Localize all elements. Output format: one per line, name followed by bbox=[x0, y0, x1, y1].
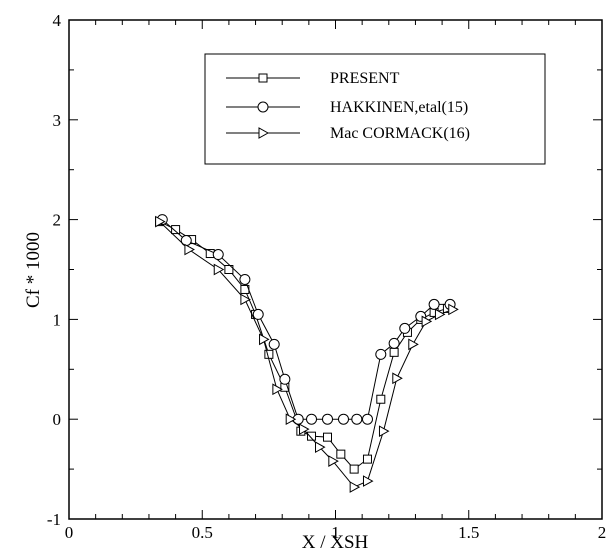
data-point bbox=[323, 432, 333, 442]
y-tick-label: 4 bbox=[53, 11, 62, 30]
x-tick-label: 2 bbox=[598, 523, 607, 542]
data-point bbox=[239, 273, 251, 285]
data-point bbox=[428, 298, 440, 310]
y-tick-label: 0 bbox=[53, 410, 62, 429]
y-tick-label: 2 bbox=[53, 211, 62, 230]
data-point bbox=[171, 225, 181, 235]
legend-label: PRESENT bbox=[330, 70, 400, 87]
data-point bbox=[375, 348, 387, 360]
x-axis-title: X / XSH bbox=[302, 532, 369, 552]
data-point bbox=[299, 423, 310, 436]
data-point bbox=[268, 338, 280, 350]
data-point bbox=[307, 431, 317, 441]
data-point bbox=[224, 265, 234, 274]
data-point bbox=[362, 475, 374, 487]
legend-marker bbox=[257, 101, 269, 113]
x-tick-label: 0 bbox=[65, 523, 74, 542]
data-point bbox=[252, 308, 264, 320]
data-point bbox=[448, 303, 459, 316]
x-tick-label: 1.5 bbox=[458, 523, 479, 542]
data-point bbox=[272, 383, 283, 396]
series-2 bbox=[156, 214, 456, 425]
data-point bbox=[351, 413, 363, 425]
data-point bbox=[212, 249, 224, 261]
data-point bbox=[184, 243, 195, 256]
x-tick-label: 1 bbox=[331, 523, 340, 542]
data-point bbox=[264, 349, 274, 359]
series-1 bbox=[155, 217, 452, 474]
legend-label: HAKKINEN,etal(15) bbox=[330, 99, 468, 116]
data-point bbox=[399, 322, 411, 334]
data-point bbox=[279, 373, 291, 385]
data-point bbox=[337, 413, 349, 425]
y-tick-label: 1 bbox=[53, 310, 62, 329]
data-point bbox=[349, 481, 361, 493]
data-point bbox=[155, 215, 166, 228]
data-point bbox=[322, 413, 334, 425]
data-point bbox=[408, 338, 419, 351]
series-layer bbox=[155, 214, 459, 493]
data-point bbox=[336, 449, 346, 459]
series-line bbox=[159, 221, 453, 488]
legend-marker bbox=[258, 73, 268, 83]
data-point bbox=[362, 454, 372, 464]
data-point bbox=[376, 394, 386, 404]
data-point bbox=[328, 455, 339, 467]
y-tick-label: 3 bbox=[53, 111, 62, 130]
data-point bbox=[434, 308, 446, 321]
legend-label: Mac CORMACK(16) bbox=[330, 125, 470, 142]
data-point bbox=[421, 315, 433, 328]
data-point bbox=[389, 347, 399, 357]
legend: PRESENT HAKKINEN,etal(15) Mac CORMACK(16) bbox=[204, 53, 546, 165]
data-point bbox=[388, 337, 400, 349]
data-point bbox=[378, 425, 390, 438]
data-point bbox=[306, 413, 318, 425]
legend-marker bbox=[258, 127, 270, 139]
data-point bbox=[315, 441, 326, 453]
data-point bbox=[392, 372, 403, 385]
data-point bbox=[285, 413, 297, 426]
y-tick-label: -1 bbox=[47, 510, 61, 529]
series-3 bbox=[155, 215, 459, 493]
x-tick-label: 0.5 bbox=[192, 523, 213, 542]
data-point bbox=[213, 263, 225, 276]
data-point bbox=[240, 293, 251, 306]
data-point bbox=[259, 333, 270, 346]
y-axis-title: Cf * 1000 bbox=[23, 232, 44, 308]
data-point bbox=[361, 413, 373, 425]
data-point bbox=[349, 464, 359, 474]
